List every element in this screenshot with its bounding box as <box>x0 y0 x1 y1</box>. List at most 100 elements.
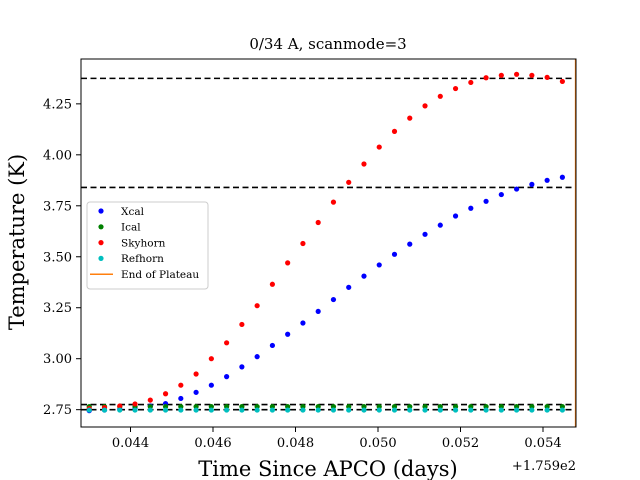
xcal-point <box>468 205 474 211</box>
x-tick-label: 0.050 <box>359 436 396 451</box>
skyhorn-point <box>117 403 123 409</box>
xcal-point <box>269 342 275 349</box>
xcal-point <box>376 262 382 268</box>
legend-label-xcal: Xcal <box>121 206 145 218</box>
xcal-point <box>224 374 230 380</box>
xcal-point <box>193 389 199 395</box>
refhorn-point <box>269 407 275 413</box>
refhorn-point <box>559 407 565 413</box>
refhorn-point <box>239 407 245 413</box>
skyhorn-point <box>361 161 367 167</box>
skyhorn-point <box>437 93 443 99</box>
xcal-point <box>178 395 184 402</box>
legend-marker-ical <box>98 224 104 230</box>
skyhorn-point <box>422 103 428 109</box>
refhorn-point <box>162 407 169 413</box>
refhorn-point <box>101 407 108 413</box>
refhorn-point <box>208 407 214 413</box>
refhorn-point <box>346 407 352 413</box>
skyhorn-point <box>559 78 565 85</box>
refhorn-point <box>529 407 535 413</box>
skyhorn-point <box>224 340 230 346</box>
refhorn-point <box>514 407 520 413</box>
refhorn-point <box>147 407 153 413</box>
legend-label-skyhorn: Skyhorn <box>121 237 166 249</box>
skyhorn-point <box>239 321 245 328</box>
axes: 0.044 0.046 0.048 0.050 0.052 0.054 2.75 3.00 3.… <box>43 58 577 451</box>
chart-title: 0/34 A, scanmode=3 <box>249 35 406 53</box>
y-tick-label: 4.25 <box>43 97 72 112</box>
refhorn-point <box>498 407 504 413</box>
refhorn-point <box>330 407 337 413</box>
xcal-point <box>315 308 321 315</box>
refhorn-point <box>315 407 321 413</box>
skyhorn-point <box>407 115 413 121</box>
y-axis-title: Temperature (K) <box>5 154 29 330</box>
refhorn-point <box>285 407 291 413</box>
refhorn-point <box>452 407 459 413</box>
skyhorn-point <box>376 144 382 150</box>
skyhorn-point <box>285 260 291 266</box>
xcal-point <box>391 251 398 257</box>
xcal-point <box>498 191 504 198</box>
xcal-point <box>559 174 565 180</box>
xcal-point <box>346 284 352 290</box>
xcal-point <box>300 320 306 326</box>
xcal-point <box>529 181 535 187</box>
skyhorn-point <box>178 382 184 388</box>
x-offset-label: +1.759e2 <box>512 459 576 474</box>
skyhorn-point <box>514 71 520 77</box>
skyhorn-point <box>391 128 398 134</box>
xcal-point <box>254 354 260 360</box>
x-tick-label: 0.046 <box>194 436 231 451</box>
refhorn-point <box>376 407 382 413</box>
y-tick-label: 3.00 <box>43 352 72 367</box>
refhorn-point <box>483 407 489 413</box>
legend-label-refhorn: Refhorn <box>121 253 164 265</box>
xcal-point <box>422 231 428 237</box>
skyhorn-point <box>193 371 199 377</box>
xcal-point <box>437 222 443 228</box>
legend-box <box>86 201 209 290</box>
skyhorn-point <box>315 219 321 226</box>
skyhorn-point <box>452 85 459 92</box>
refhorn-point <box>300 407 306 413</box>
skyhorn-point <box>254 303 260 309</box>
skyhorn-point <box>132 401 138 407</box>
skyhorn-point <box>147 397 153 403</box>
legend: Xcal Ical Skyhorn Refhorn End of Plateau <box>86 201 209 290</box>
refhorn-point <box>86 407 92 413</box>
skyhorn-point <box>300 240 306 247</box>
xcal-point <box>483 198 489 204</box>
skyhorn-point <box>483 75 489 81</box>
xcal-point <box>544 177 550 183</box>
skyhorn-point <box>498 72 504 78</box>
y-tick-label: 4.00 <box>43 148 72 163</box>
xcal-point <box>208 382 214 388</box>
y-tick-label: 3.25 <box>43 301 72 316</box>
xcal-point <box>514 186 520 192</box>
skyhorn-point <box>330 199 337 205</box>
skyhorn-point <box>269 281 275 287</box>
refhorn-point <box>132 407 138 413</box>
xcal-point <box>452 213 459 219</box>
axes-frame <box>80 58 577 428</box>
xcal-point <box>361 273 367 279</box>
refhorn-point <box>254 407 260 413</box>
refhorn-point <box>178 407 184 413</box>
legend-marker-xcal <box>98 208 104 214</box>
refhorn-point <box>437 407 443 413</box>
x-tick-label: 0.048 <box>277 436 314 451</box>
xcal-point <box>330 296 337 303</box>
x-tick-label: 0.054 <box>524 436 561 451</box>
y-tick-label: 3.75 <box>43 199 72 214</box>
refhorn-point <box>407 407 413 413</box>
refhorn-point <box>224 407 230 413</box>
skyhorn-point <box>529 72 535 78</box>
skyhorn-point <box>346 179 352 185</box>
refhorn-point <box>361 407 367 413</box>
y-tick-label: 2.75 <box>43 403 72 418</box>
x-tick-label: 0.044 <box>112 436 149 451</box>
y-tick-label: 3.50 <box>43 250 72 265</box>
